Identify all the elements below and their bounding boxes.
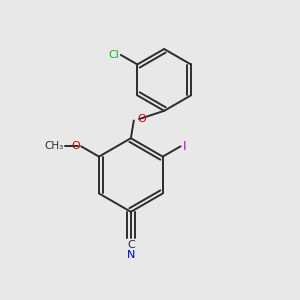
Text: N: N: [127, 250, 135, 260]
Text: O: O: [137, 114, 146, 124]
Text: CH₃: CH₃: [45, 141, 64, 151]
Text: C: C: [127, 240, 135, 250]
Text: I: I: [183, 140, 187, 153]
Text: Cl: Cl: [108, 50, 119, 60]
Text: O: O: [71, 141, 80, 151]
